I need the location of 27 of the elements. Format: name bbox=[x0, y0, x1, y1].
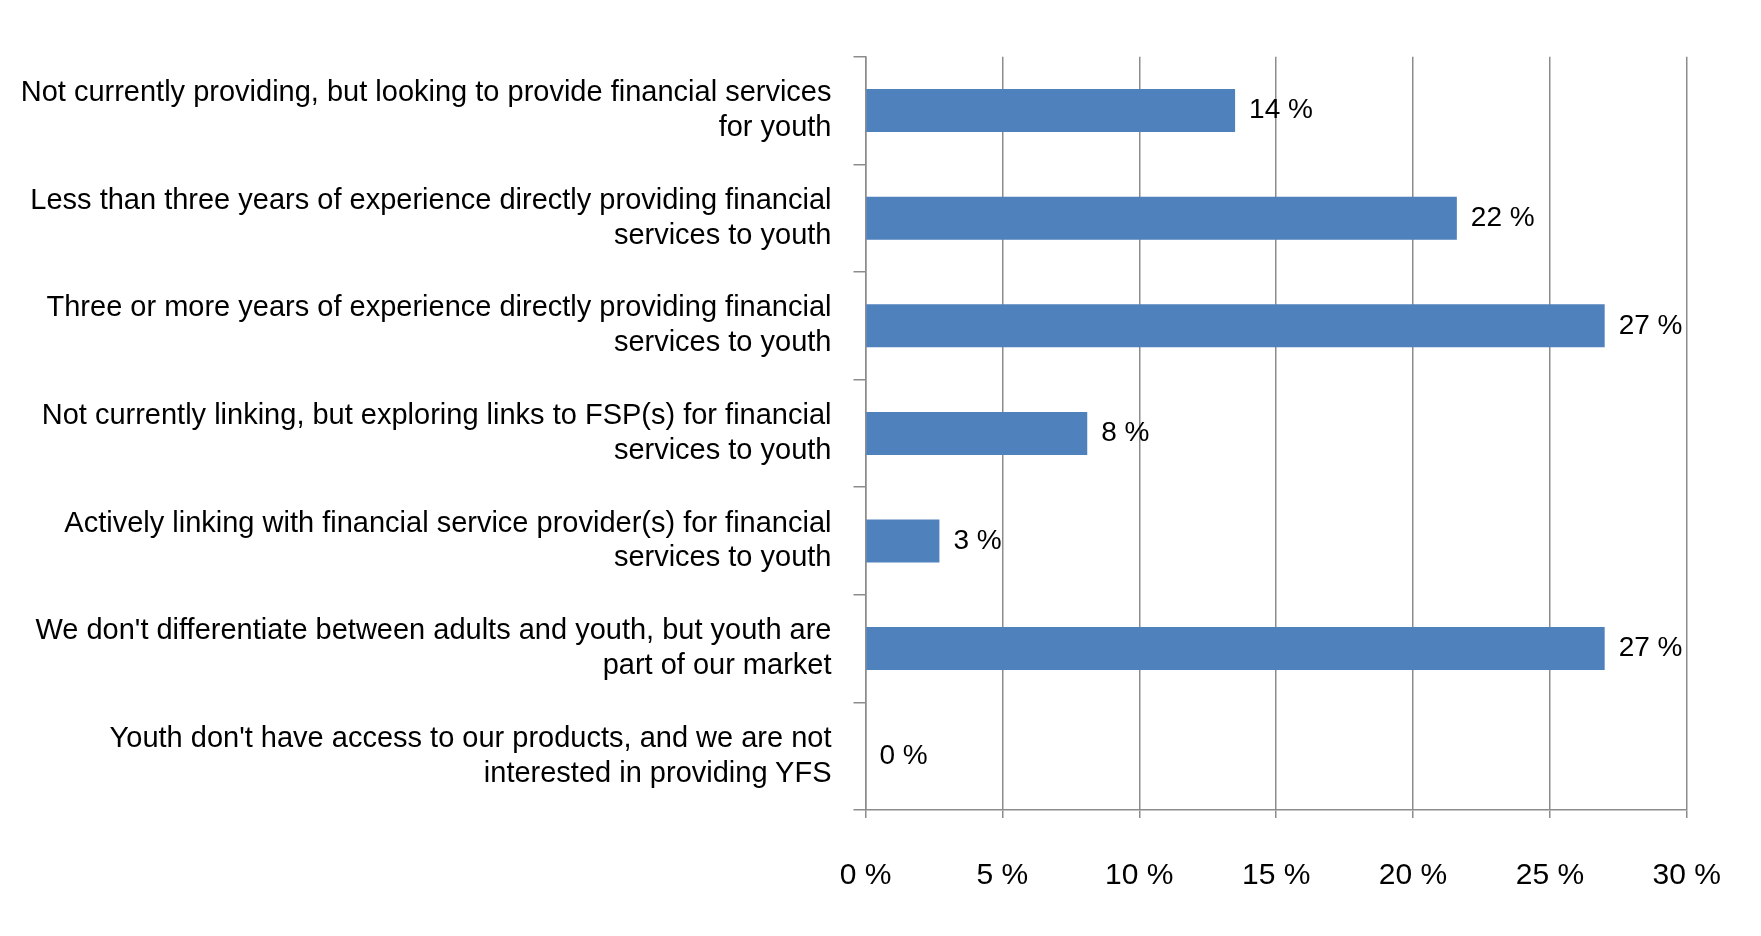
bar bbox=[866, 519, 940, 563]
y-tick-label: We don't differentiate between adults and youth, but youth are part of our market bbox=[35, 613, 832, 680]
x-tick-label: 15 % bbox=[1241, 857, 1311, 891]
bar bbox=[866, 196, 1457, 240]
x-tick-label: 20 % bbox=[1378, 857, 1448, 891]
x-tick-label: 25 % bbox=[1515, 857, 1585, 891]
x-tick-label: 10 % bbox=[1105, 857, 1174, 891]
data-label: 3 % bbox=[953, 523, 1002, 555]
data-label: 8 % bbox=[1101, 416, 1150, 448]
bar bbox=[866, 627, 1605, 671]
data-label: 22 % bbox=[1470, 200, 1535, 232]
data-label: 0 % bbox=[879, 738, 928, 770]
data-label: 27 % bbox=[1618, 308, 1683, 340]
data-label: 14 % bbox=[1249, 93, 1313, 125]
y-tick-label: Less than three years of experience directly providing financial services to youth bbox=[30, 182, 832, 250]
data-label: 27 % bbox=[1618, 631, 1683, 663]
y-tick-label: Actively linking with financial service provider(s) for financial services to youth bbox=[64, 505, 832, 573]
bar bbox=[866, 411, 1088, 455]
x-tick-label: 30 % bbox=[1652, 857, 1722, 891]
y-tick-label: Three or more years of experience directly providing financial services to youth bbox=[46, 290, 832, 358]
y-tick-label: Youth don't have access to our products, and we are not interested in providing YFS bbox=[109, 720, 832, 788]
bar bbox=[866, 304, 1605, 348]
y-tick-label: Not currently linking, but exploring links to FSP(s) for financial services to youth bbox=[41, 398, 832, 465]
x-tick-label: 5 % bbox=[976, 857, 1029, 891]
y-tick-label: Not currently providing, but looking to provide financial services for youth bbox=[20, 75, 832, 142]
x-tick-label: 0 % bbox=[839, 857, 892, 891]
bar bbox=[866, 89, 1236, 133]
